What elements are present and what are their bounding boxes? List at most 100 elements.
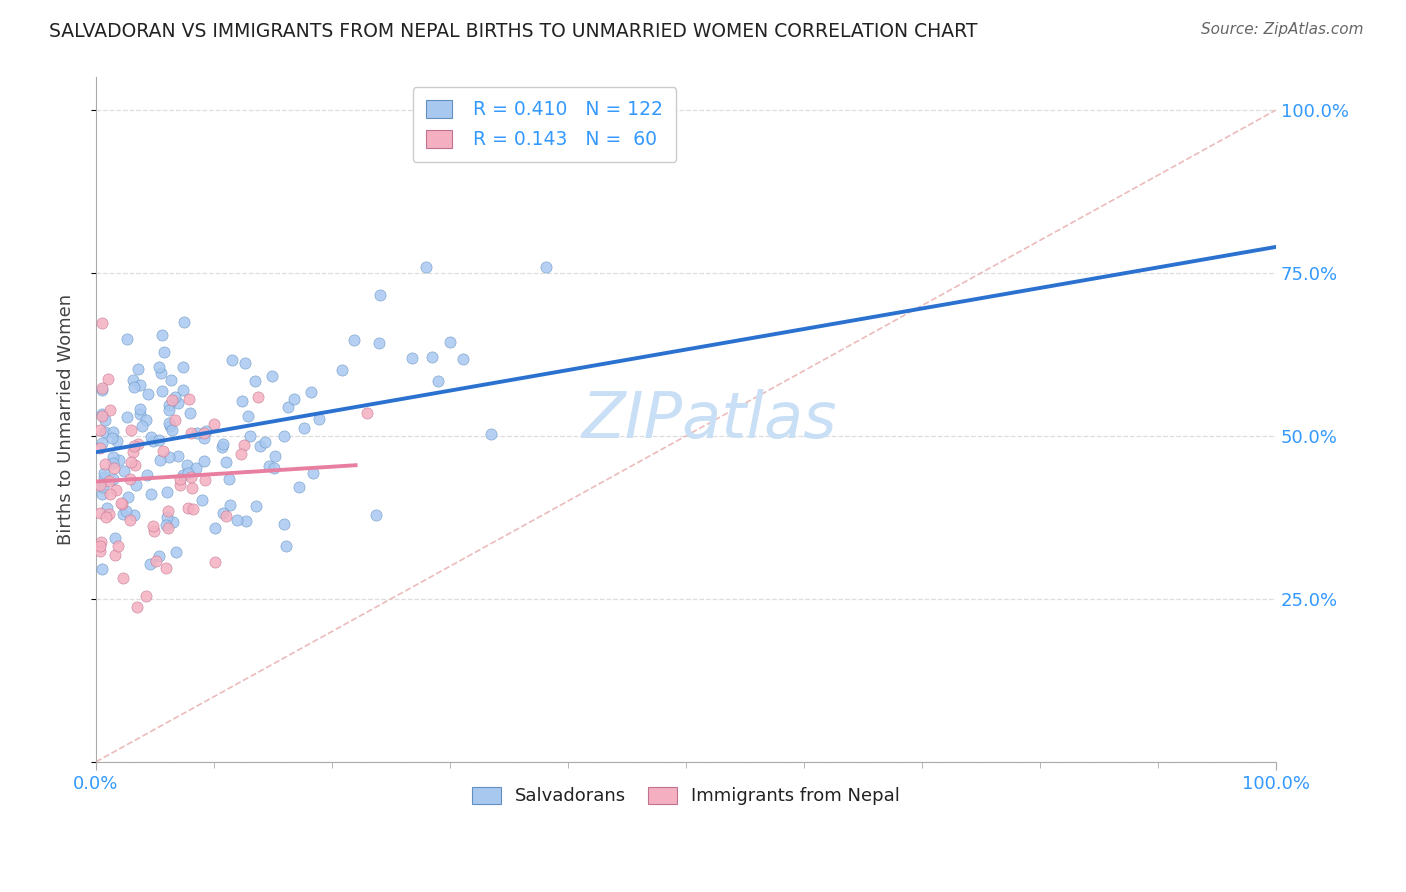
Point bbox=[299, 384, 322, 399]
Point bbox=[156, 520, 179, 534]
Point bbox=[89, 423, 111, 437]
Point bbox=[232, 438, 254, 452]
Point bbox=[135, 413, 157, 427]
Point bbox=[172, 383, 194, 397]
Point bbox=[108, 453, 131, 467]
Point bbox=[211, 440, 233, 454]
Point bbox=[260, 369, 283, 384]
Point bbox=[115, 409, 138, 424]
Point bbox=[128, 401, 150, 416]
Point bbox=[103, 461, 125, 475]
Point bbox=[122, 380, 145, 394]
Point bbox=[186, 426, 208, 441]
Point bbox=[110, 496, 132, 510]
Text: ZIPatlas: ZIPatlas bbox=[582, 389, 837, 450]
Point bbox=[107, 540, 129, 554]
Point bbox=[179, 392, 201, 406]
Point bbox=[89, 506, 111, 520]
Point bbox=[153, 345, 176, 359]
Point bbox=[273, 428, 295, 442]
Point bbox=[127, 599, 149, 614]
Point bbox=[111, 496, 134, 510]
Point bbox=[120, 472, 142, 486]
Point bbox=[283, 392, 305, 407]
Point bbox=[127, 362, 149, 376]
Point bbox=[131, 418, 153, 433]
Point bbox=[136, 387, 159, 401]
Point bbox=[115, 504, 138, 518]
Point bbox=[212, 436, 235, 450]
Point bbox=[172, 359, 194, 374]
Point bbox=[179, 407, 201, 421]
Point bbox=[104, 548, 127, 562]
Y-axis label: Births to Unmarried Women: Births to Unmarried Women bbox=[58, 294, 75, 545]
Point bbox=[120, 455, 142, 469]
Point bbox=[172, 468, 194, 483]
Point bbox=[181, 502, 204, 516]
Point bbox=[90, 381, 112, 395]
Point bbox=[94, 457, 117, 471]
Point bbox=[96, 500, 118, 515]
Point bbox=[162, 392, 184, 407]
Point bbox=[368, 336, 391, 351]
Point bbox=[89, 478, 111, 492]
Point bbox=[149, 367, 172, 381]
Point bbox=[233, 356, 256, 370]
Point bbox=[415, 260, 437, 274]
Point bbox=[100, 402, 122, 417]
Point bbox=[135, 589, 157, 603]
Point bbox=[97, 507, 120, 521]
Point bbox=[143, 524, 166, 538]
Point bbox=[122, 439, 145, 453]
Point bbox=[308, 412, 330, 426]
Point bbox=[157, 450, 180, 464]
Point bbox=[225, 513, 247, 527]
Point bbox=[148, 549, 170, 563]
Point bbox=[90, 535, 112, 549]
Point bbox=[245, 374, 267, 388]
Point bbox=[177, 466, 200, 480]
Point bbox=[257, 459, 280, 474]
Point bbox=[191, 493, 214, 508]
Point bbox=[111, 571, 134, 585]
Point bbox=[276, 539, 298, 553]
Point bbox=[152, 444, 174, 458]
Point bbox=[215, 508, 238, 523]
Point bbox=[253, 435, 276, 450]
Point bbox=[204, 521, 226, 535]
Point bbox=[193, 425, 215, 440]
Point bbox=[103, 472, 125, 486]
Point bbox=[94, 510, 117, 524]
Point bbox=[451, 351, 474, 366]
Point bbox=[101, 425, 124, 439]
Point bbox=[180, 425, 202, 440]
Point bbox=[128, 378, 150, 392]
Point bbox=[157, 398, 180, 412]
Point bbox=[288, 480, 311, 494]
Point bbox=[91, 487, 114, 501]
Point bbox=[124, 458, 146, 472]
Point bbox=[89, 543, 111, 558]
Point bbox=[142, 434, 165, 448]
Point bbox=[193, 454, 215, 468]
Point bbox=[169, 472, 191, 486]
Point bbox=[94, 425, 117, 439]
Point bbox=[150, 327, 173, 342]
Point bbox=[364, 508, 387, 522]
Point bbox=[90, 384, 112, 398]
Point bbox=[125, 478, 148, 492]
Point bbox=[105, 434, 128, 449]
Point bbox=[277, 401, 299, 415]
Point bbox=[342, 334, 364, 348]
Point bbox=[142, 519, 165, 533]
Point bbox=[202, 417, 225, 432]
Point bbox=[120, 423, 142, 437]
Point bbox=[536, 260, 558, 275]
Point bbox=[89, 539, 111, 553]
Point bbox=[155, 517, 177, 532]
Point bbox=[97, 475, 120, 489]
Point bbox=[148, 434, 170, 448]
Point bbox=[193, 431, 215, 445]
Point bbox=[247, 390, 270, 404]
Point bbox=[139, 486, 162, 500]
